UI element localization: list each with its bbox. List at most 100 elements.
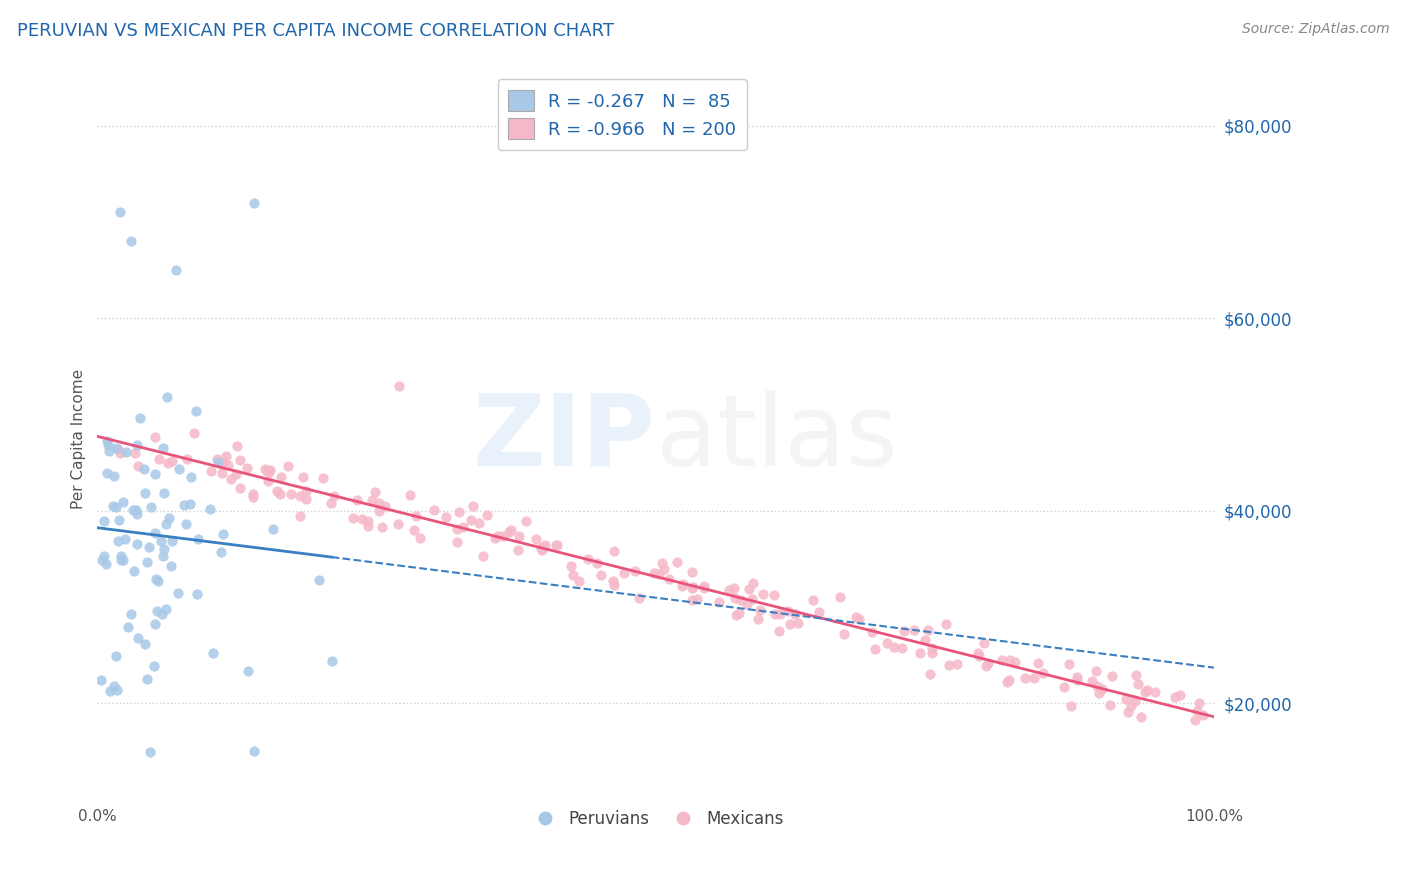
Text: atlas: atlas [655,390,897,487]
Point [918,666,941,681]
Point [152,549,174,563]
Point [1125,694,1147,708]
Point [357,519,380,533]
Point [530,541,553,556]
Point [138,745,160,759]
Point [865,642,887,657]
Point [294,483,316,498]
Point [107,442,129,457]
Point [212,455,235,469]
Point [405,509,427,524]
Point [146,574,169,589]
Point [763,607,786,622]
Point [346,493,368,508]
Point [141,500,163,514]
Point [180,469,202,483]
Point [153,486,176,500]
Point [115,445,138,459]
Point [723,581,745,595]
Point [938,658,960,673]
Point [1168,688,1191,702]
Point [501,523,523,537]
Point [717,582,740,597]
Point [93,514,115,528]
Point [104,648,127,663]
Point [127,458,149,473]
Point [229,481,252,495]
Point [692,579,714,593]
Point [589,567,612,582]
Point [155,601,177,615]
Point [111,495,134,509]
Point [665,555,688,569]
Point [209,544,232,558]
Point [1164,690,1187,705]
Point [1053,680,1076,694]
Point [1184,713,1206,727]
Point [484,531,506,545]
Point [367,496,389,510]
Point [423,502,446,516]
Point [914,632,936,647]
Point [169,461,191,475]
Point [672,577,695,591]
Point [832,626,855,640]
Point [1187,704,1209,718]
Point [995,675,1018,690]
Point [157,456,180,470]
Point [101,500,124,514]
Point [693,581,716,595]
Point [253,462,276,476]
Point [112,553,135,567]
Point [110,549,132,564]
Point [387,517,409,532]
Point [883,640,905,655]
Point [200,464,222,478]
Point [117,620,139,634]
Point [728,606,751,620]
Point [205,451,228,466]
Point [917,624,939,638]
Point [1192,708,1215,723]
Point [143,617,166,632]
Legend: Peruvians, Mexicans: Peruvians, Mexicans [522,803,790,835]
Point [686,591,709,606]
Point [145,604,167,618]
Point [1128,676,1150,690]
Point [280,487,302,501]
Point [155,516,177,531]
Point [682,581,704,595]
Point [96,466,118,480]
Point [143,659,166,673]
Point [903,623,925,637]
Point [200,501,222,516]
Point [1066,670,1088,684]
Point [114,532,136,546]
Point [603,578,626,592]
Point [1081,674,1104,689]
Point [749,603,772,617]
Point [974,659,997,673]
Point [211,526,233,541]
Point [973,636,995,650]
Point [451,519,474,533]
Point [122,564,145,578]
Point [256,464,278,478]
Point [120,607,142,622]
Point [120,234,142,248]
Point [830,590,852,604]
Point [242,490,264,504]
Point [270,470,292,484]
Point [96,558,118,572]
Point [257,466,280,480]
Point [399,488,422,502]
Point [1129,710,1152,724]
Point [769,607,792,622]
Point [183,425,205,440]
Point [108,513,131,527]
Point [135,672,157,686]
Point [643,566,665,581]
Point [1125,668,1147,682]
Point [90,673,112,687]
Point [468,516,491,530]
